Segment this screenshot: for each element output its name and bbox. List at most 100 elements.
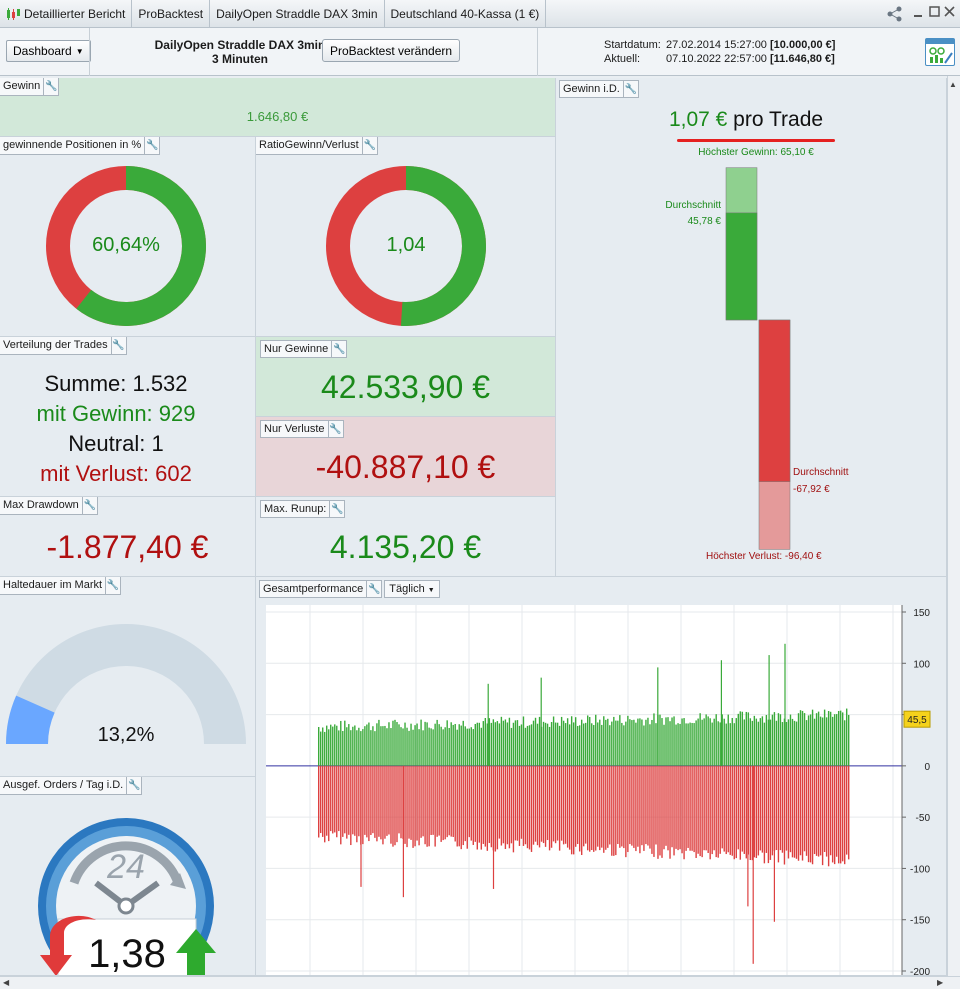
scroll-left-icon[interactable]: ◀ [3, 978, 10, 987]
loss-bar [348, 765, 350, 835]
dashboard-dropdown[interactable]: Dashboard ▼ [6, 40, 91, 62]
wrench-icon[interactable]: 🔧 [127, 777, 143, 795]
gain-bar [508, 717, 511, 766]
loss-bar [745, 765, 748, 859]
panel-title: Ausgef. Orders / Tag i.D. 🔧 [0, 777, 143, 795]
gain-bar [476, 722, 478, 766]
period-dropdown[interactable]: Täglich ▼ [384, 580, 440, 598]
loss-bar [418, 765, 420, 846]
orders-value-box [57, 918, 197, 975]
gain-bar [811, 709, 814, 766]
loss-bar [845, 765, 848, 855]
loss-bar [572, 765, 575, 855]
tab-probacktest[interactable]: ProBacktest [132, 0, 211, 28]
loss-bar [703, 765, 705, 851]
tab-bar: Detaillierter Bericht ProBacktest DailyO… [0, 0, 960, 28]
loss-bar [458, 765, 460, 847]
gain-bar [705, 714, 707, 766]
report-settings-icon[interactable] [925, 38, 955, 66]
share-icon[interactable] [886, 6, 904, 25]
gain-bar [591, 723, 593, 766]
gain-bar [785, 721, 788, 766]
loss-bar [360, 765, 362, 887]
wrench-icon[interactable]: 🔧 [332, 340, 348, 358]
gain-bar [615, 720, 617, 766]
wrench-icon[interactable]: 🔧 [362, 137, 378, 155]
scroll-up-icon[interactable]: ▲ [949, 80, 957, 89]
loss-bar [568, 765, 571, 850]
wrench-icon[interactable]: 🔧 [82, 497, 98, 515]
gain-bar [757, 721, 760, 766]
gain-bar [611, 721, 613, 766]
gain-bar [781, 722, 784, 766]
per-trade-underline [677, 139, 835, 142]
loss-bar [540, 765, 543, 842]
wrench-icon[interactable]: 🔧 [44, 78, 60, 96]
gain-bar [330, 724, 332, 766]
wrench-icon[interactable]: 🔧 [328, 420, 344, 438]
horizontal-scrollbar[interactable]: ◀ ▶ [0, 976, 960, 989]
gain-bar [424, 721, 426, 766]
loss-bar [741, 765, 743, 852]
wrench-icon[interactable]: 🔧 [367, 580, 383, 598]
gain-bar [681, 718, 683, 766]
wrench-icon[interactable]: 🔧 [330, 500, 346, 518]
loss-bar [512, 765, 515, 853]
loss-bar [466, 765, 468, 849]
loss-bar [793, 765, 796, 858]
gewinn-value: 1.646,80 € [246, 109, 309, 124]
loss-bar [709, 765, 711, 860]
maximize-icon[interactable] [929, 6, 940, 21]
wrench-icon[interactable]: 🔧 [111, 337, 127, 355]
wrench-icon[interactable]: 🔧 [106, 577, 122, 595]
gain-bar [637, 718, 639, 766]
wrench-icon[interactable]: 🔧 [623, 80, 639, 98]
avg-loss-annotation: Durchschnitt -67,92 € [793, 464, 849, 498]
gain-bar [799, 710, 802, 766]
modify-probacktest-button[interactable]: ProBacktest verändern [322, 39, 460, 62]
loss-bar [412, 765, 414, 848]
loss-bar [811, 765, 814, 865]
gain-bar [568, 724, 571, 766]
gain-bar [406, 727, 408, 766]
gain-bar [809, 714, 812, 766]
arrow-up-icon [176, 929, 216, 975]
loss-bar [819, 765, 822, 856]
loss-bar [769, 765, 772, 860]
loss-bar [476, 765, 478, 850]
gain-bar [468, 728, 470, 766]
orders-per-day-value: 1,38 [88, 932, 166, 976]
panel-title-label: gewinnende Positionen in % [0, 137, 146, 155]
orders-per-day-panel: Ausgef. Orders / Tag i.D. 🔧 24 1,38 [0, 777, 256, 976]
loss-bar [366, 765, 368, 838]
wrench-icon[interactable]: 🔧 [145, 137, 161, 155]
tab-detailed-report[interactable]: Detaillierter Bericht [0, 0, 133, 28]
loss-bar [548, 765, 551, 851]
tab-strategy[interactable]: DailyOpen Straddle DAX 3min [210, 0, 385, 28]
loss-bar [566, 765, 569, 848]
panel-title-label: Gesamtperformance [259, 580, 368, 598]
gain-bar [787, 719, 790, 766]
vertical-scrollbar[interactable]: ▲ [947, 76, 960, 976]
loss-bar [683, 765, 685, 860]
gain-bar [731, 717, 733, 766]
loss-bar [372, 765, 374, 834]
y-tick-label: 100 [913, 659, 930, 670]
gain-bar [324, 731, 326, 766]
arrow-down-icon [40, 915, 96, 975]
gain-bar [589, 717, 591, 766]
trade-neutral-count: Neutral: 1 [68, 431, 164, 456]
gain-bar [775, 720, 778, 766]
gain-bar [466, 728, 468, 766]
gain-bar [396, 722, 398, 766]
minimize-icon[interactable] [913, 6, 923, 21]
gain-bar [412, 729, 414, 766]
loss-bar [587, 765, 589, 851]
tab-instrument[interactable]: Deutschland 40-Kassa (1 €) [385, 0, 547, 28]
gain-bar [695, 720, 697, 766]
close-icon[interactable] [944, 6, 955, 21]
gain-bar [436, 719, 438, 766]
scroll-right-icon[interactable]: ▶ [937, 978, 944, 987]
current-value-label: 45,5 [907, 715, 927, 726]
panel-title: Gewinn 🔧 [0, 78, 60, 96]
